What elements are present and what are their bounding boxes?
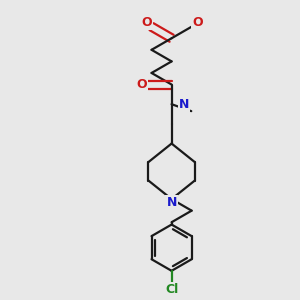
Text: N: N: [179, 98, 189, 111]
Text: O: O: [142, 16, 152, 28]
Text: O: O: [192, 16, 202, 29]
Text: N: N: [167, 196, 177, 209]
Text: Cl: Cl: [165, 283, 178, 296]
Text: O: O: [136, 78, 147, 91]
